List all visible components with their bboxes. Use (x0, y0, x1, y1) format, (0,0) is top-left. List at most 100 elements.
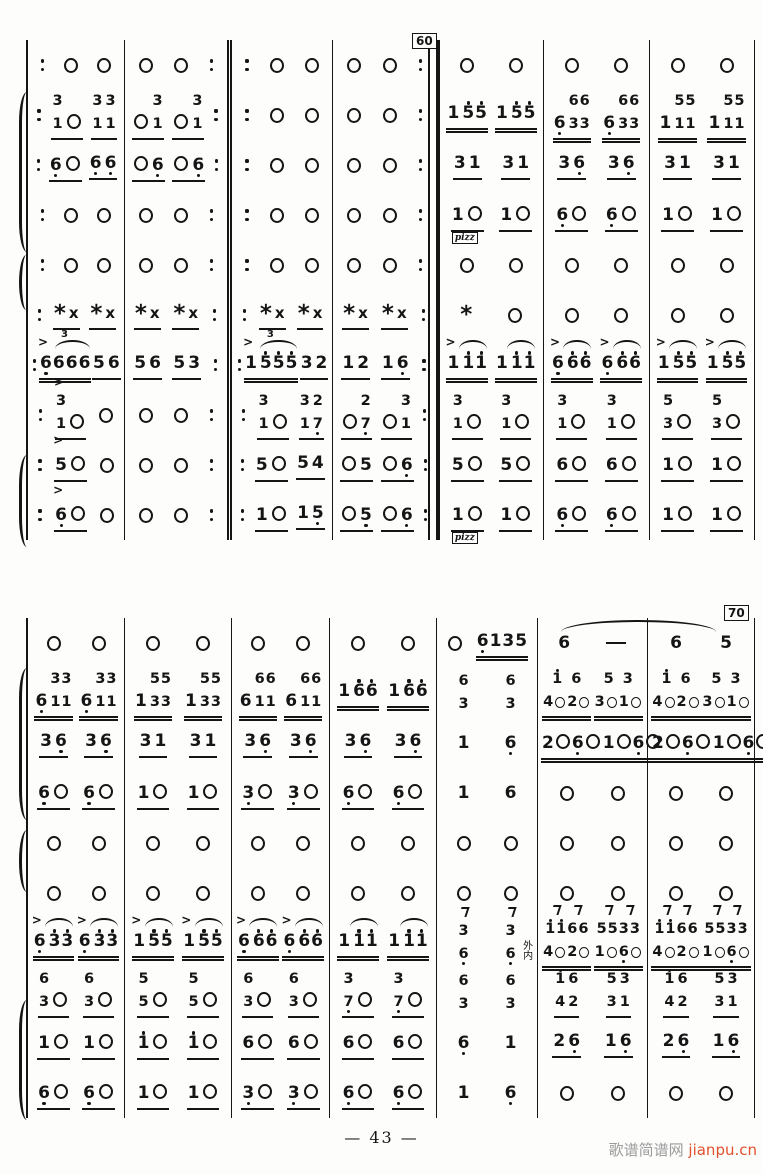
note-sequence (725, 407, 741, 436)
note-digit: 3 (95, 671, 106, 688)
note (133, 148, 149, 177)
note: 3 (454, 150, 466, 175)
rest-circle (203, 1033, 218, 1049)
beat-group: 6 3 3 > (77, 914, 120, 962)
rest-circle (351, 635, 365, 651)
note-sequence: 5 (452, 452, 464, 477)
measure-cell (538, 1068, 648, 1118)
note (677, 198, 693, 227)
note: 6 (149, 350, 161, 375)
note (726, 498, 742, 527)
note-digit: 1 (365, 930, 378, 951)
note (382, 100, 398, 129)
note-sequence (467, 498, 483, 527)
note: 6 (606, 202, 618, 227)
note-sequence (382, 448, 398, 477)
note-sequence: x (313, 300, 323, 325)
note-digit: 6 (359, 730, 372, 751)
note (382, 250, 398, 279)
note: 1 (453, 413, 463, 436)
note-sequence: 6 (243, 968, 253, 991)
note-digit: 5 (134, 352, 147, 373)
note-sequence (514, 407, 530, 436)
beat-group: 6 (457, 1030, 471, 1055)
note (202, 1026, 218, 1055)
beat-group (137, 450, 155, 479)
note-sequence: 6 (105, 150, 116, 175)
note-sequence (173, 200, 189, 229)
note: 1 (654, 918, 664, 941)
note (99, 500, 115, 529)
note-sequence: 3 (454, 150, 466, 175)
beat-group: 6 6 6 > (550, 336, 593, 384)
beat-group (558, 778, 576, 807)
note-digit: 1 (184, 690, 197, 711)
note-sequence: 3 (105, 90, 115, 113)
note-sequence: x (358, 300, 368, 325)
note-digit: 6 (259, 730, 272, 751)
beat-group (194, 878, 212, 907)
staff-row: * x * x * x * x * x * x * x * x * (28, 290, 755, 340)
note-sequence: 5 (138, 991, 148, 1014)
note: 6 (80, 689, 92, 714)
note: 5 (286, 350, 297, 375)
note-digit: 3 (505, 923, 516, 940)
beat-group: * x (89, 300, 117, 330)
note: 5 (360, 502, 372, 527)
note: 1 (659, 111, 671, 136)
note-digit: 3 (287, 782, 300, 803)
note-sequence (202, 985, 218, 1014)
note-sequence (70, 498, 86, 527)
note: 3 (702, 691, 712, 714)
note-digit: 5 (188, 994, 199, 1011)
rest-circle (669, 835, 683, 851)
note-sequence (63, 50, 79, 79)
beat-group (172, 200, 190, 229)
note-digit: 1 (61, 694, 72, 711)
note (91, 628, 107, 657)
note: * (460, 303, 472, 327)
note-sequence: 1 (658, 350, 670, 375)
beat-group: 1 5 5 > (131, 914, 174, 962)
note: 6 (556, 202, 568, 227)
note (99, 450, 115, 479)
accent-mark: > (281, 913, 292, 928)
rest-circle (688, 696, 699, 708)
beat-group: 1 (82, 1026, 115, 1060)
note: 1 (595, 941, 605, 964)
note-digit: 6 (38, 971, 50, 988)
note-sequence: 1 (138, 1030, 149, 1055)
note: 6 (567, 918, 577, 941)
note-sequence: 1 (401, 413, 411, 436)
note-sequence (91, 878, 107, 907)
note: 6 (266, 668, 276, 691)
rest-circle (271, 455, 286, 471)
watermark-site-url[interactable]: jianpu.cn (688, 1141, 757, 1159)
note (606, 691, 618, 714)
beat-group (717, 828, 735, 857)
note-sequence (726, 198, 742, 227)
rest-circle (382, 413, 397, 429)
note-digit: 1 (245, 352, 257, 373)
note-digit: 6 (551, 352, 564, 373)
note: 6 (343, 1080, 354, 1105)
note (91, 878, 107, 907)
note-digit: 6 (578, 921, 589, 938)
note: 5 (312, 500, 324, 525)
note-digit: 5 (360, 454, 372, 475)
note-digit: 1 (657, 352, 670, 373)
note-digit: 3 (505, 996, 516, 1013)
